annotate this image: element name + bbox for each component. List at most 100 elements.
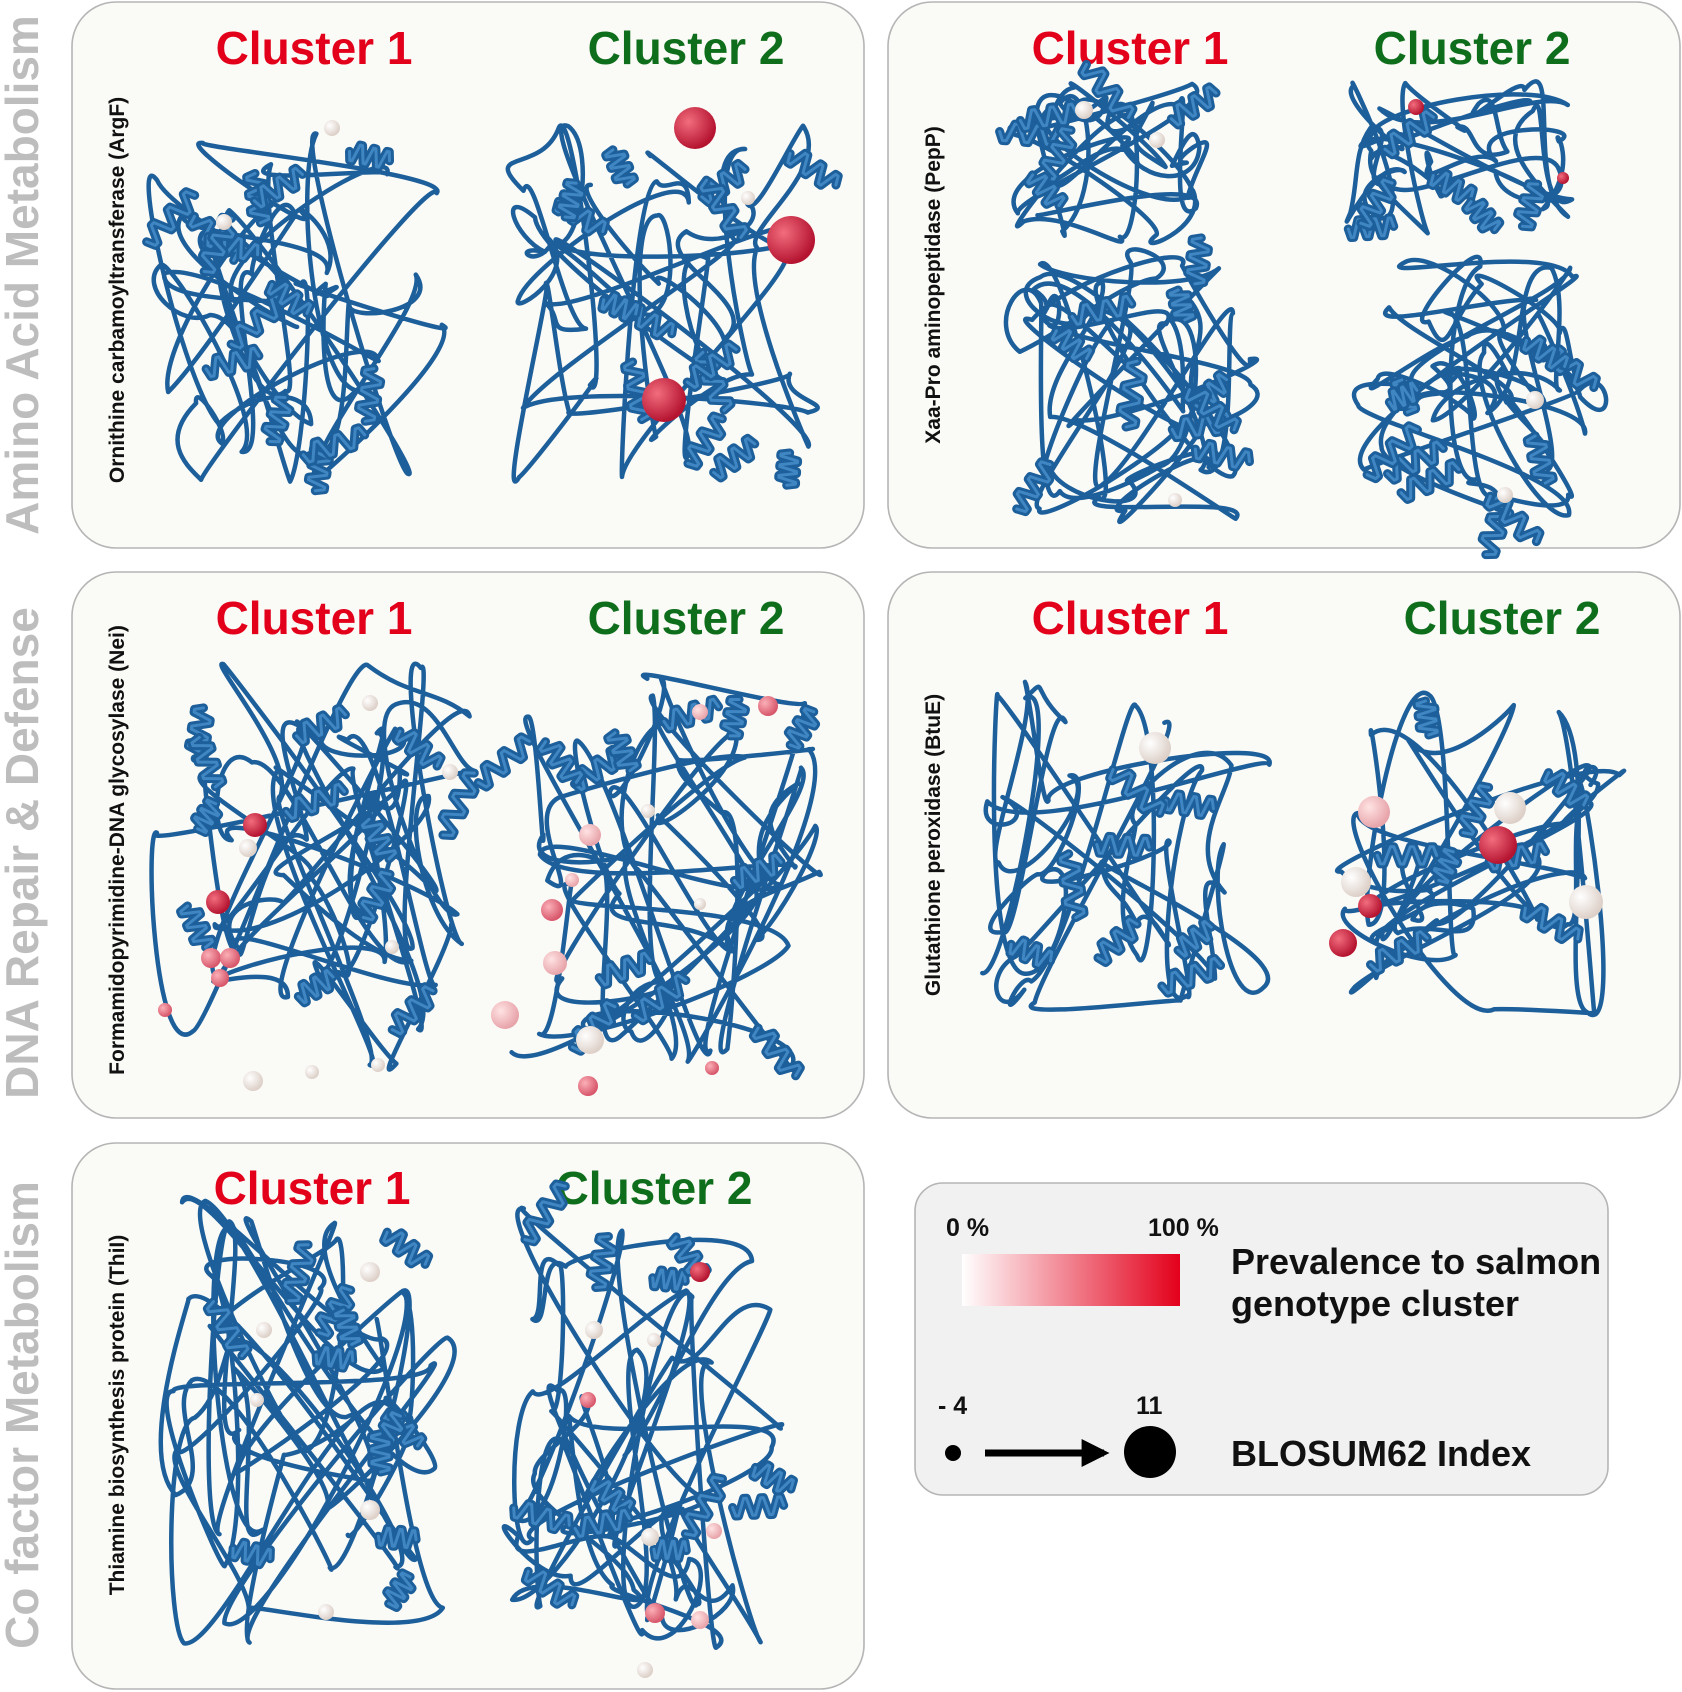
- variant-sphere: [541, 899, 563, 921]
- helix-highlight: [606, 731, 639, 773]
- helix-highlight: [440, 771, 477, 837]
- variant-sphere: [1358, 796, 1390, 828]
- cluster-title-pepp-2: Cluster 2: [1374, 22, 1571, 74]
- helix-highlight: [683, 1475, 724, 1538]
- helix-highlight: [589, 1480, 634, 1512]
- variant-sphere: [305, 1065, 319, 1079]
- variant-sphere: [637, 1662, 653, 1678]
- variant-sphere: [691, 1611, 709, 1629]
- variant-sphere: [206, 890, 230, 914]
- helix-highlight: [1184, 388, 1239, 432]
- helix-highlight: [1516, 182, 1544, 229]
- protein-name-nei: Formamidopyrimidine-DNA glycosylase (Nei…: [106, 625, 129, 1075]
- helix-highlight: [370, 1432, 391, 1474]
- helix-highlight: [229, 294, 285, 350]
- pepp-cluster2-bottom: [1352, 254, 1609, 560]
- btue-cluster1-structure: [980, 679, 1272, 1012]
- variant-sphere: [1149, 132, 1165, 148]
- helix-highlight: [1543, 771, 1590, 807]
- helix-highlight: [998, 122, 1068, 146]
- helix-highlight: [301, 426, 367, 464]
- helix-highlight: [1485, 494, 1542, 544]
- variant-sphere: [642, 378, 686, 422]
- helix-highlight: [1399, 461, 1461, 501]
- variant-sphere: [647, 1333, 661, 1347]
- cluster-title-thii-2: Cluster 2: [556, 1162, 753, 1214]
- argf-cluster1-structure: [142, 120, 448, 496]
- helix-highlight: [1041, 127, 1075, 181]
- helix-highlight: [623, 360, 652, 422]
- variant-sphere: [767, 216, 815, 264]
- variant-sphere: [201, 948, 221, 968]
- variant-sphere: [1075, 101, 1093, 119]
- thii-cluster1-structure: [158, 1194, 457, 1646]
- helix-highlight: [777, 451, 800, 487]
- nei-cluster2-structure: [473, 672, 823, 1096]
- cluster-title-argf-2: Cluster 2: [588, 22, 785, 74]
- helix-highlight: [252, 166, 304, 209]
- variant-sphere: [694, 898, 706, 910]
- helix-highlight: [1525, 434, 1555, 485]
- variant-sphere: [158, 1003, 172, 1017]
- protein-name-thii: Thiamine biosynthesis protein (ThiI): [106, 1235, 129, 1596]
- helix-highlight: [1176, 919, 1213, 958]
- variant-sphere: [1479, 826, 1517, 864]
- pepp-cluster1-bottom: [1003, 233, 1260, 525]
- variant-sphere: [758, 696, 778, 716]
- variant-sphere: [585, 1321, 603, 1339]
- variant-sphere: [371, 1058, 385, 1072]
- section-label-dna-repair: DNA Repair & Defense: [0, 607, 48, 1099]
- variant-sphere: [690, 1262, 710, 1282]
- helix-highlight: [306, 445, 331, 493]
- helix-highlight: [1118, 359, 1145, 429]
- helix-highlight: [1026, 173, 1066, 207]
- variant-sphere: [1557, 172, 1569, 184]
- helix-highlight: [1375, 845, 1439, 866]
- variant-sphere: [580, 1392, 596, 1408]
- panel-btue: [887, 571, 1681, 1119]
- helix-highlight: [604, 148, 636, 186]
- cluster-title-btue-2: Cluster 2: [1404, 592, 1601, 644]
- helix-highlight: [1383, 110, 1435, 157]
- helix-highlight: [523, 1569, 577, 1607]
- helix-highlight: [1015, 460, 1052, 514]
- helix-highlight: [190, 735, 225, 789]
- panel-pepp: [887, 1, 1681, 549]
- helix-highlight: [295, 706, 347, 745]
- protein-name-btue: Glutathione peroxidase (BtuE): [922, 694, 945, 996]
- variant-sphere: [243, 813, 267, 837]
- helix-highlight: [512, 1502, 571, 1532]
- helix-highlight: [1095, 834, 1151, 857]
- variant-sphere: [706, 1523, 722, 1539]
- helix-highlight: [1464, 200, 1502, 232]
- cluster-title-argf-1: Cluster 1: [216, 22, 413, 74]
- helix-highlight: [786, 151, 840, 187]
- helix-highlight: [1164, 792, 1215, 817]
- helix-highlight: [390, 985, 435, 1036]
- helix-highlight: [1387, 381, 1419, 411]
- helix-highlight: [1096, 917, 1139, 964]
- helix-highlight: [357, 367, 383, 423]
- variant-sphere: [220, 948, 240, 968]
- variant-sphere: [239, 839, 257, 857]
- cluster-title-nei-2: Cluster 2: [588, 592, 785, 644]
- section-label-amino-acid: Amino Acid Metabolism: [0, 15, 48, 535]
- cluster-title-btue-1: Cluster 1: [1032, 592, 1229, 644]
- helix-highlight: [1386, 440, 1445, 482]
- variant-sphere: [1358, 894, 1382, 918]
- variant-sphere: [576, 1026, 604, 1054]
- panel-thii: [71, 1142, 865, 1690]
- variant-sphere: [324, 120, 340, 136]
- cluster-title-nei-1: Cluster 1: [216, 592, 413, 644]
- helix-highlight: [685, 342, 738, 389]
- variant-sphere: [256, 1322, 272, 1338]
- helix-highlight: [573, 1508, 631, 1538]
- prevalence-max-label: 100 %: [1148, 1214, 1219, 1242]
- variant-sphere: [1341, 867, 1371, 897]
- helix-highlight: [652, 1539, 688, 1561]
- cluster-title-pepp-1: Cluster 1: [1032, 22, 1229, 74]
- loop-ribbon: [1007, 81, 1210, 246]
- variant-sphere: [250, 1393, 264, 1407]
- nei-cluster1-structure: [149, 661, 480, 1091]
- protein-name-pepp: Xaa-Pro aminopeptidase (PepP): [922, 126, 945, 443]
